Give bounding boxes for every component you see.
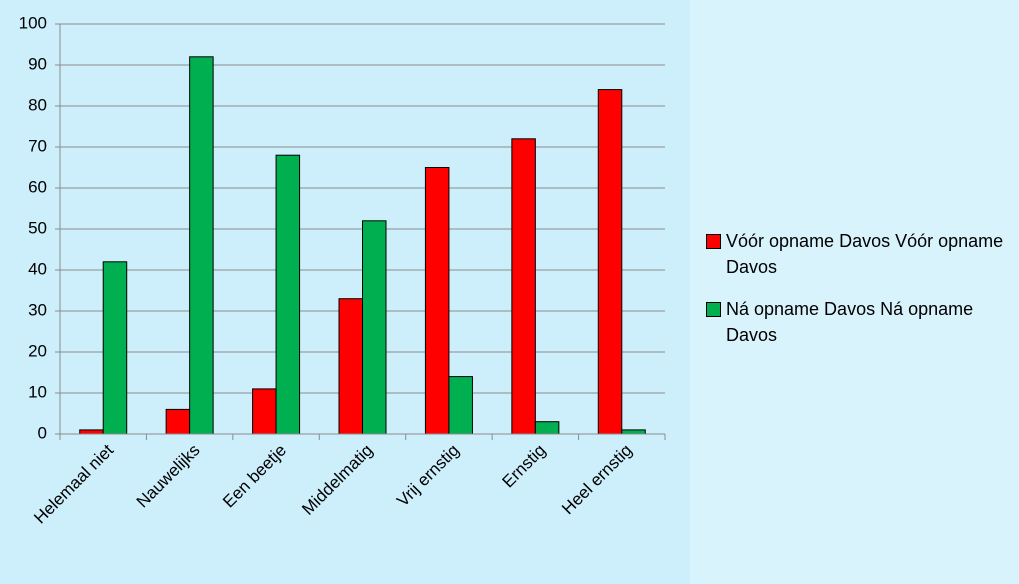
bar <box>511 138 536 435</box>
bar <box>102 261 128 435</box>
bar <box>534 421 560 435</box>
bar <box>165 408 191 435</box>
y-tick-label: 90 <box>28 54 47 73</box>
x-tick-label: Helemaal niet <box>30 440 117 527</box>
y-tick-label: 10 <box>28 382 47 401</box>
y-tick-label: 40 <box>28 259 47 278</box>
y-tick-label: 70 <box>28 136 47 155</box>
x-tick-label: Nauwelijks <box>133 441 204 512</box>
bar <box>252 388 277 435</box>
bar <box>275 154 301 435</box>
legend-item: Vóór opname Davos Vóór opname Davos <box>706 228 1006 280</box>
bar <box>338 298 363 435</box>
bar <box>79 429 104 435</box>
legend-swatch <box>706 234 721 249</box>
y-tick-label: 60 <box>28 177 47 196</box>
x-tick-label: Ernstig <box>499 441 550 492</box>
bar <box>424 167 450 435</box>
legend-item: Ná opname Davos Ná opname Davos <box>706 296 1006 348</box>
y-tick-label: 20 <box>28 341 47 360</box>
legend-swatch <box>706 302 721 317</box>
bar <box>621 429 646 435</box>
y-tick-label: 50 <box>28 218 47 237</box>
background-panel <box>690 0 1019 584</box>
legend: Vóór opname Davos Vóór opname Davos Ná op… <box>706 228 1006 364</box>
bar <box>362 220 387 435</box>
x-tick-label: Vrij ernstig <box>393 441 463 511</box>
y-tick-label: 0 <box>38 423 47 442</box>
y-tick-label: 80 <box>28 95 47 114</box>
legend-label: Ná opname Davos Ná opname Davos <box>726 299 974 345</box>
bar <box>189 56 214 435</box>
x-tick-label: Een beetje <box>219 441 290 512</box>
x-tick-label: Heel ernstig <box>558 441 636 519</box>
bar <box>448 376 473 435</box>
bar <box>597 89 623 435</box>
y-tick-label: 30 <box>28 300 47 319</box>
x-tick-label: Middelmatig <box>298 441 376 519</box>
y-tick-label: 100 <box>19 13 47 32</box>
legend-label: Vóór opname Davos Vóór opname Davos <box>726 231 1004 277</box>
